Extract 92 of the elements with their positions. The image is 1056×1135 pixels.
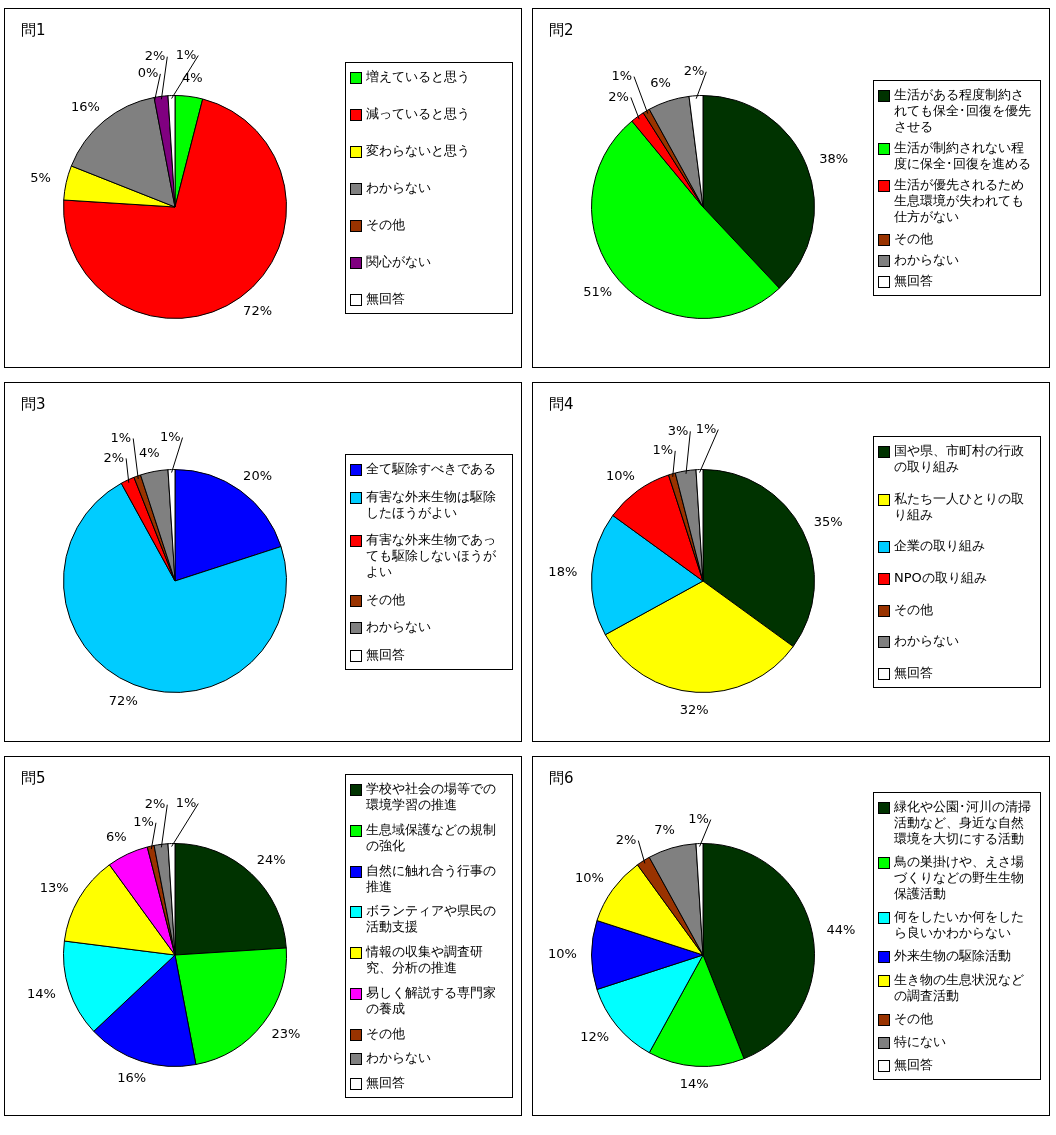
data-label: 24% [256, 851, 286, 867]
legend-label: わからない [894, 251, 959, 268]
legend-label: 無回答 [894, 664, 933, 681]
text: 0% [137, 65, 159, 81]
data-label: 6% [650, 75, 671, 91]
data-label: 5% [30, 170, 51, 186]
legend-label: NPOの取り組み [894, 569, 987, 586]
data-label: 2% [144, 48, 166, 64]
legend-label: 無回答 [366, 1075, 405, 1091]
text: 問5 [21, 769, 46, 788]
legend-label: その他 [894, 230, 933, 247]
data-label: 18% [548, 564, 578, 580]
legend-label: 緑化や公園･河川の清掃活動など、身近な自然環境を大切にする活動 [894, 799, 1032, 847]
data-label: 44% [826, 922, 856, 938]
legend-label: 自然に触れ合う行事の推進 [366, 862, 497, 895]
legend-label: ボランティアや県民の活動支援 [366, 903, 497, 936]
data-label: 4% [138, 445, 160, 461]
data-label: 16% [71, 98, 100, 114]
data-label: 13% [39, 880, 69, 896]
data-label: 6% [106, 829, 127, 845]
legend-label: 無回答 [894, 272, 933, 289]
data-label: 51% [583, 284, 613, 300]
legend-label: 情報の収集や調査研究、分析の推進 [366, 944, 484, 976]
data-label: 2% [615, 831, 637, 847]
legend-label: 生活がある程度制約されても保全･回復を優先させる [894, 87, 1032, 135]
data-label: 7% [654, 822, 675, 838]
data-label: 72% [108, 692, 138, 708]
legend-label: 外来生物の駆除活動 [894, 948, 1011, 965]
legend-label: その他 [366, 1025, 405, 1042]
data-label: 1% [611, 67, 633, 83]
legend-label: 増えていると思う [366, 69, 470, 85]
chart-title: 問3 [21, 395, 46, 414]
legend-label: わからない [366, 180, 431, 196]
legend-label: 生活が優先されるため生息環境が失われても仕方がない [894, 177, 1025, 226]
data-label: 23% [271, 1025, 301, 1041]
legend-label: 国や県、市町村の行政の取り組み [894, 443, 1025, 475]
data-label: 10% [548, 946, 577, 962]
data-label: 1% [175, 46, 197, 62]
data-label: 2% [683, 63, 705, 79]
legend-label: その他 [366, 217, 405, 233]
data-label: 20% [243, 467, 273, 483]
data-label: 1% [652, 442, 674, 458]
legend-label: 有害な外来生物は駆除したほうがよい [366, 488, 497, 521]
data-label: 1% [695, 420, 717, 436]
chart-title: 問1 [21, 21, 46, 40]
legend-label: 関心がない [366, 254, 431, 270]
legend-label: わからない [894, 633, 959, 650]
data-label: 2% [144, 796, 166, 812]
legend-label: わからない [366, 619, 431, 636]
data-label: 1% [110, 429, 132, 445]
legend-label: 無回答 [366, 291, 405, 307]
data-label: 72% [243, 303, 273, 319]
legend-label: その他 [894, 1010, 933, 1027]
data-label: 10% [605, 467, 635, 483]
chart-title: 問2 [549, 21, 574, 40]
legend-label: わからない [366, 1050, 431, 1067]
data-label: 1% [175, 794, 197, 810]
data-label: 12% [580, 1028, 610, 1044]
legend-label: 企業の取り組み [894, 538, 985, 555]
legend-label: 全て駆除すべきである [366, 461, 496, 477]
legend-label: 無回答 [894, 1056, 933, 1073]
legend-label: 私たち一人ひとりの取り組み [894, 490, 1025, 523]
legend-label: 特にない [894, 1033, 946, 1050]
data-label: 38% [819, 150, 849, 166]
data-label: 2% [103, 449, 125, 465]
data-label: 14% [679, 1075, 709, 1091]
legend-label: その他 [366, 591, 405, 608]
legend-label: 鳥の巣掛けや、えさ場づくりなどの野生生物保護活動 [894, 854, 1025, 903]
legend-label: 生息域保護などの規制の強化 [366, 821, 497, 854]
data-label: 4% [181, 69, 203, 85]
legend-label: 易しく解説する専門家の養成 [366, 984, 497, 1017]
data-label: 3% [667, 422, 689, 438]
data-label: 35% [813, 513, 843, 529]
legend-label: 何をしたいか何をしたら良いかわからない [894, 909, 1025, 942]
data-label: 32% [679, 701, 709, 717]
legend-label: 生き物の生息状況などの調査活動 [894, 971, 1025, 1004]
text: 問6 [549, 769, 574, 788]
data-label: 1% [688, 810, 709, 826]
data-label: 10% [574, 870, 604, 886]
chart-title: 問4 [549, 395, 574, 414]
legend-label: 変わらないと思う [366, 143, 470, 159]
data-label: 1% [133, 814, 154, 830]
data-label: 16% [117, 1069, 147, 1085]
legend-label: 学校や社会の場等での環境学習の推進 [366, 781, 497, 813]
legend-label: 減っていると思う [366, 106, 470, 122]
data-label: 2% [608, 88, 629, 104]
data-label: 14% [26, 986, 56, 1002]
legend-label: 生活が制約されない程度に保全･回復を進める [894, 140, 1032, 173]
legend-label: 有害な外来生物であっても駆除しないほうがよい [366, 532, 497, 581]
data-label: 1% [159, 428, 181, 444]
legend-label: その他 [894, 601, 933, 618]
legend-label: 無回答 [366, 646, 405, 663]
